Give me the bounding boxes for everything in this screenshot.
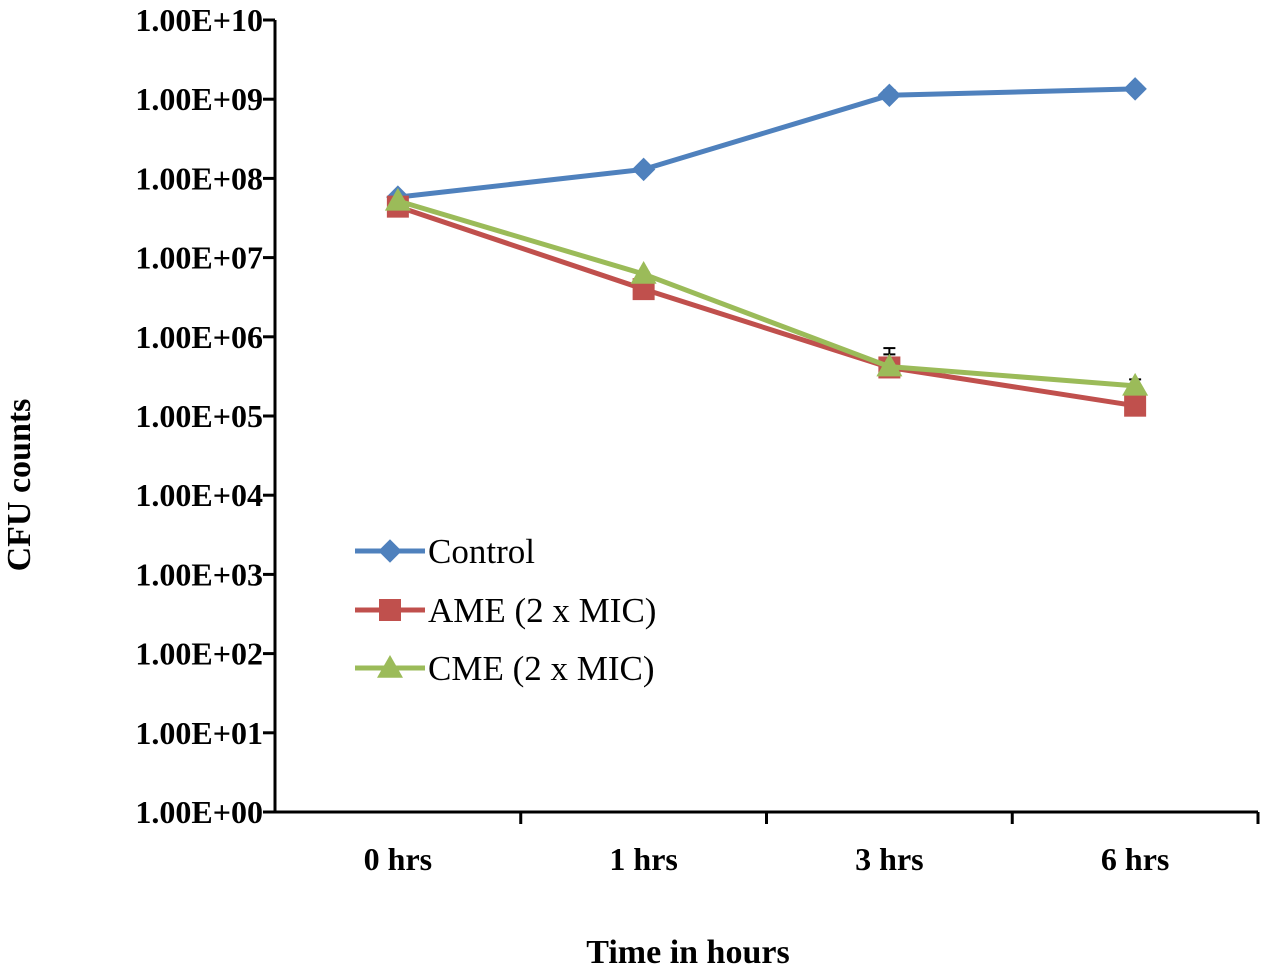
y-axis-title: CFU counts	[1, 399, 38, 572]
legend-marker	[378, 539, 402, 563]
axes	[273, 20, 1258, 814]
y-tick-label: 1.00E+00	[135, 794, 263, 830]
series-3	[384, 187, 1149, 396]
legend-item: CME (2 x MIC)	[355, 649, 655, 688]
y-tick-label: 1.00E+09	[135, 81, 263, 117]
data-point	[1122, 372, 1149, 396]
x-axis-title: Time in hours	[586, 934, 789, 970]
series-line	[397, 204, 1136, 409]
y-tick-label: 1.00E+06	[135, 319, 263, 355]
legend-marker	[377, 655, 403, 678]
legend-item: Control	[355, 532, 535, 571]
y-tick-label: 1.00E+04	[135, 477, 263, 513]
y-tick-label: 1.00E+07	[135, 240, 263, 276]
data-point	[1123, 77, 1147, 101]
x-axis-ticks: 0 hrs 1 hrs 3 hrs 6 hrs	[364, 812, 1260, 877]
legend-item: AME (2 x MIC)	[355, 591, 656, 630]
x-tick-label: 3 hrs	[855, 841, 923, 877]
series-line	[397, 198, 1136, 389]
data-point	[876, 353, 903, 377]
series-line	[397, 86, 1136, 200]
data-point	[631, 157, 656, 182]
legend-label: AME (2 x MIC)	[428, 591, 656, 630]
series-2	[386, 195, 1147, 417]
y-tick-label: 1.00E+08	[135, 160, 263, 196]
data-point	[1124, 394, 1147, 417]
data-point	[877, 83, 902, 108]
x-tick-label: 0 hrs	[364, 841, 432, 877]
y-tick-label: 1.00E+10	[135, 2, 263, 38]
series-layer	[384, 77, 1149, 417]
data-point	[384, 187, 411, 211]
legend-label: Control	[428, 532, 535, 571]
legend-label: CME (2 x MIC)	[428, 649, 655, 688]
series-1	[386, 77, 1147, 209]
x-tick-label: 6 hrs	[1101, 841, 1169, 877]
y-tick-label: 1.00E+01	[135, 715, 263, 751]
legend-marker	[379, 599, 401, 621]
x-tick-label: 1 hrs	[609, 841, 677, 877]
y-tick-label: 1.00E+03	[135, 556, 263, 592]
legend: Control AME (2 x MIC) CME (2 x MIC)	[355, 532, 656, 688]
y-axis-ticks: 1.00E+00 1.00E+01 1.00E+02 1.00E+03 1.00E+04…	[135, 2, 275, 830]
y-tick-label: 1.00E+02	[135, 636, 263, 672]
data-point	[630, 261, 657, 284]
y-tick-label: 1.00E+05	[135, 398, 263, 434]
